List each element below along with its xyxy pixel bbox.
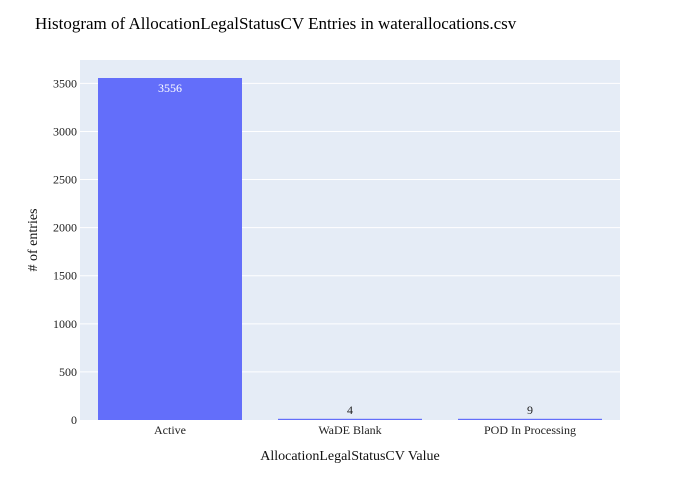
bars bbox=[98, 78, 602, 420]
x-tick-label: WaDE Blank bbox=[318, 423, 381, 437]
y-tick-label: 2000 bbox=[53, 221, 77, 235]
chart-title: Histogram of AllocationLegalStatusCV Ent… bbox=[35, 14, 517, 33]
bar bbox=[458, 418, 602, 420]
y-axis-ticks: 0 500 1000 1500 2000 2500 3000 3500 bbox=[53, 76, 77, 427]
y-tick-label: 3500 bbox=[53, 76, 77, 90]
y-tick-label: 2500 bbox=[53, 173, 77, 187]
bar bbox=[98, 78, 242, 420]
y-tick-label: 1500 bbox=[53, 269, 77, 283]
x-tick-label: POD In Processing bbox=[484, 423, 576, 437]
y-axis-title: # of entries bbox=[26, 209, 41, 272]
bar-value-label: 9 bbox=[527, 403, 533, 417]
x-axis-ticks: Active WaDE Blank POD In Processing bbox=[154, 423, 576, 437]
y-tick-label: 3000 bbox=[53, 124, 77, 138]
y-tick-label: 0 bbox=[71, 413, 77, 427]
x-axis-title: AllocationLegalStatusCV Value bbox=[260, 449, 440, 464]
x-tick-label: Active bbox=[154, 423, 186, 437]
bar-value-labels: 3556 4 9 bbox=[158, 81, 533, 417]
y-tick-label: 1000 bbox=[53, 317, 77, 331]
bar-value-label: 3556 bbox=[158, 81, 182, 95]
bar-value-label: 4 bbox=[347, 403, 353, 417]
bar bbox=[278, 418, 422, 420]
y-tick-label: 500 bbox=[59, 365, 77, 379]
